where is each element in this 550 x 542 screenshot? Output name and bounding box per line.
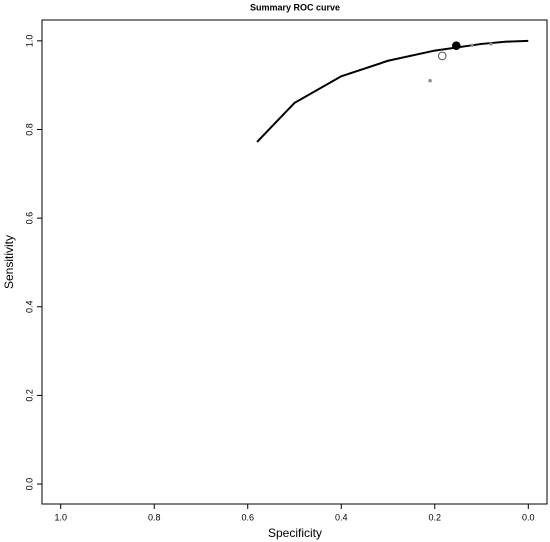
y-tick-label: 0.0 [24, 478, 34, 491]
sroc-curve [256, 39, 529, 143]
plot-box [41, 19, 548, 505]
x-tick-label: 0.4 [335, 512, 348, 522]
y-tick-label: 0.6 [24, 212, 34, 225]
study-point [470, 43, 474, 47]
x-tick-label: 0.2 [429, 512, 442, 522]
x-tick-label: 1.0 [54, 512, 67, 522]
study-point [489, 42, 493, 46]
x-tick-label: 0.8 [148, 512, 161, 522]
study-point [437, 51, 447, 61]
study-point [428, 79, 432, 83]
x-tick-label: 0.6 [241, 512, 254, 522]
x-tick-label: 0.0 [522, 512, 535, 522]
x-axis-label: Specificity [268, 526, 322, 540]
y-tick-label: 0.8 [24, 123, 34, 136]
summary-point [451, 41, 461, 51]
y-tick-label: 0.4 [24, 301, 34, 314]
y-tick-label: 1.0 [24, 35, 34, 48]
chart-title: Summary ROC curve [250, 2, 340, 12]
y-axis-label: Sensitivity [2, 235, 16, 289]
y-tick-label: 0.2 [24, 389, 34, 402]
